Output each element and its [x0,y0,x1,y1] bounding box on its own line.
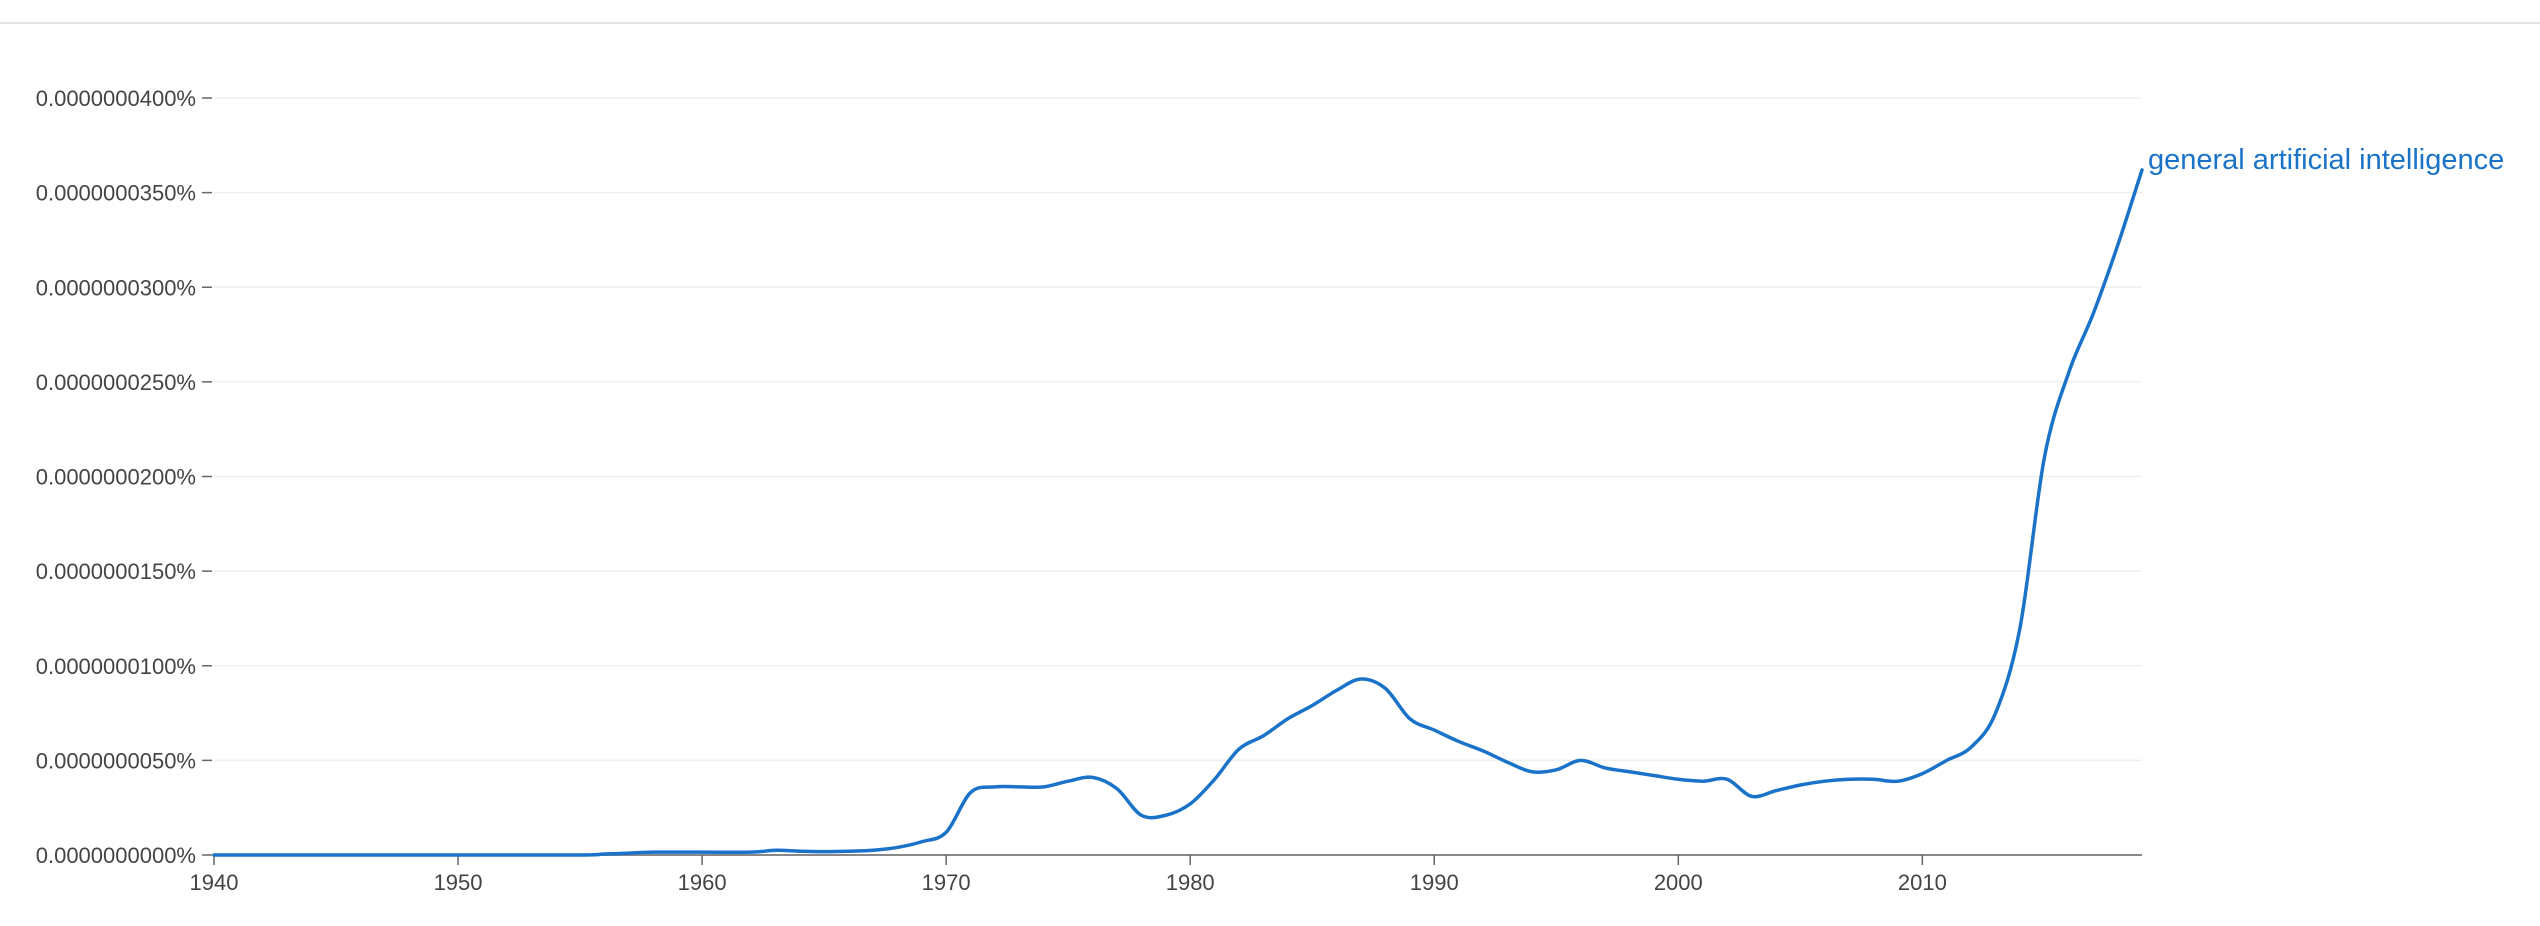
x-tick-label: 2000 [1654,870,1703,895]
x-tick-label: 1940 [190,870,239,895]
y-tick-label: 0.0000000100% [36,654,196,679]
series-layer [212,168,2144,857]
y-tick-label: 0.0000000350% [36,181,196,206]
x-tick-label: 1950 [434,870,483,895]
y-tick-label: 0.0000000300% [36,275,196,300]
x-tick-label: 1960 [678,870,727,895]
series-labels: general artificial intelligence [2148,144,2504,176]
y-tick-label: 0.0000000150% [36,559,196,584]
y-tick-label: 0.0000000400% [36,86,196,111]
y-tick-label: 0.0000000200% [36,465,196,490]
x-tick-label: 1980 [1166,870,1215,895]
x-tick-label: 1990 [1410,870,1459,895]
x-tick-label: 2010 [1898,870,1947,895]
x-tick-label: 1970 [922,870,971,895]
series-line[interactable] [212,168,2144,857]
gridlines [214,97,2142,762]
y-tick-label: 0.0000000000% [36,843,196,868]
y-tick-label: 0.0000000050% [36,748,196,773]
series-label[interactable]: general artificial intelligence [2148,144,2504,176]
y-axis: 0.0000000000% 0.0000000050% 0.0000000100% 0… [36,86,212,868]
top-divider [0,0,2540,24]
y-tick-label: 0.0000000250% [36,370,196,395]
x-axis: 1940 1950 1960 1970 1980 1990 2000 2010 [190,854,2142,895]
